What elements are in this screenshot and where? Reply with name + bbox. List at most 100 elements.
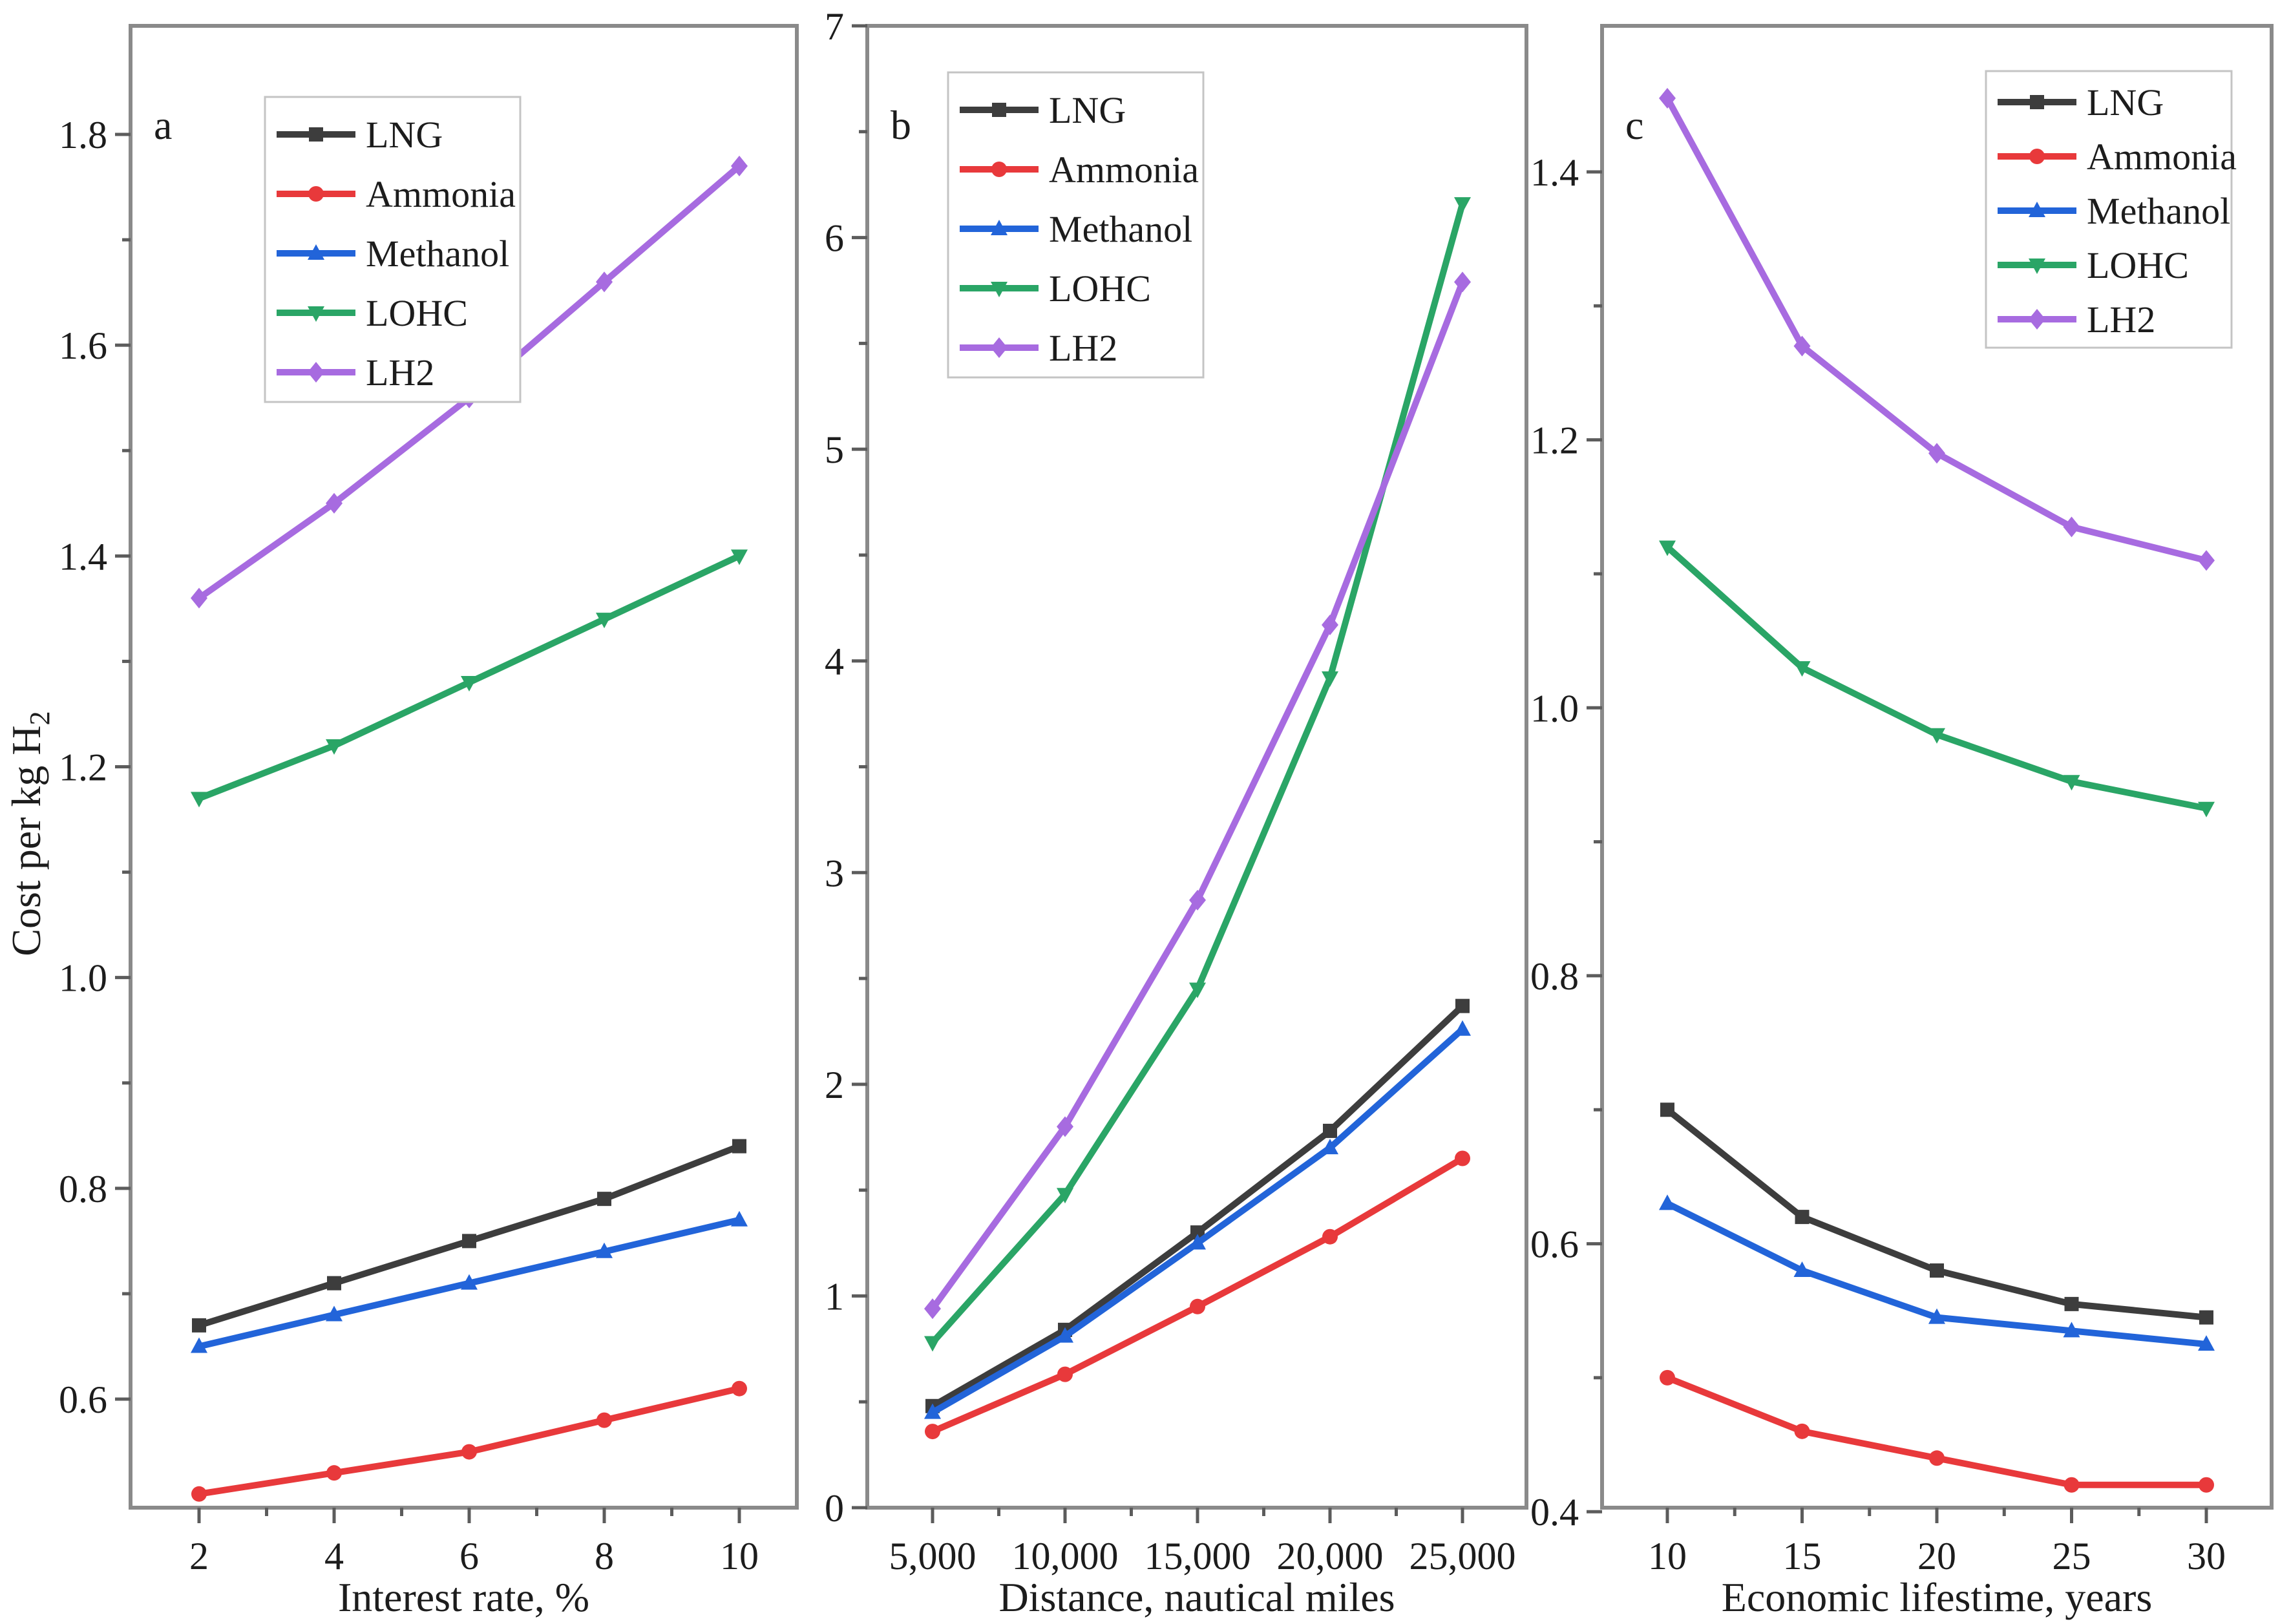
legend-label: LH2	[366, 352, 434, 394]
legend-label: Ammonia	[1049, 149, 1199, 191]
panel-a-series-methanol-marker	[731, 1210, 748, 1227]
y-tick-label: 3	[825, 852, 844, 894]
panel-b-series-methanol-line	[929, 1026, 1466, 1416]
legend-item-methanol: Methanol	[1998, 190, 2230, 232]
legend-item-lng: LNG	[277, 114, 443, 156]
panel-a-series-lohc-marker	[596, 613, 613, 629]
panel-c-series-methanol-marker	[1659, 1194, 1676, 1210]
legend-box	[1985, 70, 2233, 349]
panel-a-series-methanol-marker	[596, 1242, 613, 1258]
panel-a-legend: LNG Ammonia Methanol LOHC LH2	[264, 96, 522, 403]
panel-a-series-ammonia	[191, 1380, 747, 1502]
panel-a-y-ticks	[115, 132, 131, 1401]
legend-marker	[991, 282, 1008, 297]
panel-b-series-lohc-marker	[1189, 982, 1206, 998]
panel-b-series-lh2-marker	[924, 1298, 941, 1320]
panel-c-series-lng-marker	[1660, 1102, 1674, 1117]
panel-a-series-lohc-marker	[191, 792, 207, 808]
legend-marker	[991, 220, 1008, 235]
panel-a-series-lohc-marker	[461, 676, 478, 692]
panel-b-series-methanol-marker	[924, 1403, 941, 1419]
panel-c-series-lh2-marker	[1928, 443, 1945, 464]
legend-marker	[2029, 202, 2045, 217]
y-tick-label: 1.4	[59, 535, 107, 578]
panel-b-series-methanol	[924, 1020, 1471, 1419]
legend-marker	[308, 244, 324, 260]
panel-c-x-ticks	[1665, 1508, 2208, 1523]
panel-c-series-lh2-marker	[1793, 335, 1811, 357]
legend-item-lohc: LOHC	[277, 292, 468, 334]
x-tick-label: 20,000	[1277, 1535, 1384, 1577]
panel-b-series-lohc-marker	[1057, 1188, 1073, 1204]
legend-label: Methanol	[1049, 208, 1192, 250]
x-tick-label: 15	[1783, 1535, 1822, 1577]
panel-b-x-ticks	[931, 1508, 1464, 1523]
legend-item-methanol: Methanol	[960, 208, 1192, 250]
legend-box	[264, 96, 522, 403]
panel-b-series-lh2-marker	[1189, 889, 1206, 911]
panel-c-series-lh2	[1659, 87, 2215, 571]
panel-c-series-ammonia-line	[1664, 1374, 2210, 1488]
panel-b-series-methanol-marker	[1322, 1139, 1338, 1155]
y-tick-label: 0.6	[59, 1378, 107, 1421]
panel-a-series-lng-marker	[462, 1234, 476, 1249]
panel-a-x-ticks	[197, 1508, 741, 1523]
legend-item-methanol: Methanol	[277, 233, 509, 275]
panel-c-series-ammonia-marker	[1660, 1369, 1675, 1386]
panel-c-series-lohc-marker	[1928, 728, 1945, 744]
y-tick-label: 0	[825, 1487, 844, 1530]
panel-b-series-lh2	[924, 271, 1471, 1320]
panel-c-series-ammonia-marker	[1794, 1423, 1810, 1439]
panel-b-series-lng-marker	[1323, 1123, 1337, 1138]
legend-item-ammonia: Ammonia	[277, 173, 516, 215]
legend-label: LOHC	[1049, 268, 1151, 310]
panel-b-series-lng-marker	[1455, 998, 1470, 1013]
x-tick-label: 25,000	[1409, 1535, 1516, 1577]
panel-b-series-ammonia-marker	[1322, 1229, 1338, 1245]
x-tick-label: 4	[324, 1535, 344, 1577]
panel-a-series-ammonia-marker	[596, 1412, 612, 1428]
x-tick-label: 5,000	[889, 1535, 976, 1577]
panel-c-series-methanol	[1659, 1194, 2215, 1351]
y-tick-label: 2	[825, 1064, 844, 1106]
legend-label: Ammonia	[366, 173, 516, 215]
x-tick-label: 25	[2053, 1535, 2091, 1577]
panel-b-y-ticks	[852, 24, 867, 1510]
legend-item-lng: LNG	[960, 89, 1126, 131]
panel-a: 0.6 0.8 1.0 1.2 1.4 1.6 1.8 2 4 6 8 10 Interest rate…	[59, 24, 799, 1620]
panel-b-series-ammonia-marker	[925, 1424, 940, 1440]
y-tick-label: 1.2	[1530, 419, 1579, 462]
panel-a-series-ammonia-line	[196, 1385, 743, 1497]
legend-item-lohc: LOHC	[1998, 244, 2189, 286]
panel-c-series-lh2-marker	[2063, 516, 2080, 538]
panel-a-series-methanol-marker	[191, 1337, 207, 1353]
legend-item-lh2: LH2	[1998, 299, 2155, 341]
legend-label: LOHC	[2087, 244, 2189, 286]
panel-c-series-lh2-marker	[1659, 87, 1676, 109]
y-tick-label: 1.2	[59, 746, 107, 789]
legend-label: Methanol	[366, 233, 509, 275]
panel-c-series-methanol-marker	[1793, 1261, 1811, 1278]
x-tick-label: 10	[720, 1535, 759, 1577]
panel-c-series-methanol-marker	[2063, 1322, 2080, 1338]
panel-c-series-lohc	[1659, 540, 2215, 817]
panel-b-series-methanol-marker	[1454, 1020, 1471, 1036]
x-tick-label: 10,000	[1012, 1535, 1119, 1577]
panel-c-series-lohc-marker	[1659, 540, 1676, 556]
y-tick-label: 1.0	[59, 957, 107, 1000]
panel-a-series-lh2-marker	[191, 587, 207, 609]
y-tick-label: 7	[825, 5, 844, 48]
legend-label: LH2	[2087, 299, 2155, 341]
legend-marker	[991, 162, 1007, 177]
y-tick-label: 0.6	[1530, 1223, 1579, 1266]
x-tick-label: 2	[189, 1535, 209, 1577]
panel-c-series-lng-marker	[2199, 1310, 2213, 1325]
panel-b-series-lh2-line	[929, 279, 1466, 1313]
panel-a-series-ammonia-marker	[732, 1380, 747, 1397]
panel-c-series-lng-marker	[2064, 1296, 2079, 1311]
legend-marker	[308, 186, 324, 202]
x-tick-label: 6	[459, 1535, 479, 1577]
panel-b-series-ammonia-marker	[1455, 1150, 1470, 1166]
panel-c-series-lohc-line	[1664, 543, 2210, 812]
